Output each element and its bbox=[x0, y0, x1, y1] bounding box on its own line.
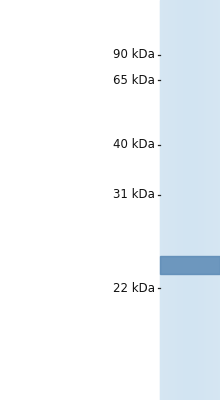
Text: 31 kDa: 31 kDa bbox=[113, 188, 155, 202]
Bar bbox=[160, 0, 220, 400]
Text: 22 kDa: 22 kDa bbox=[113, 282, 155, 294]
Bar bbox=[160, 256, 220, 274]
Text: 90 kDa: 90 kDa bbox=[113, 48, 155, 62]
Text: 40 kDa: 40 kDa bbox=[113, 138, 155, 152]
Text: 65 kDa: 65 kDa bbox=[113, 74, 155, 86]
